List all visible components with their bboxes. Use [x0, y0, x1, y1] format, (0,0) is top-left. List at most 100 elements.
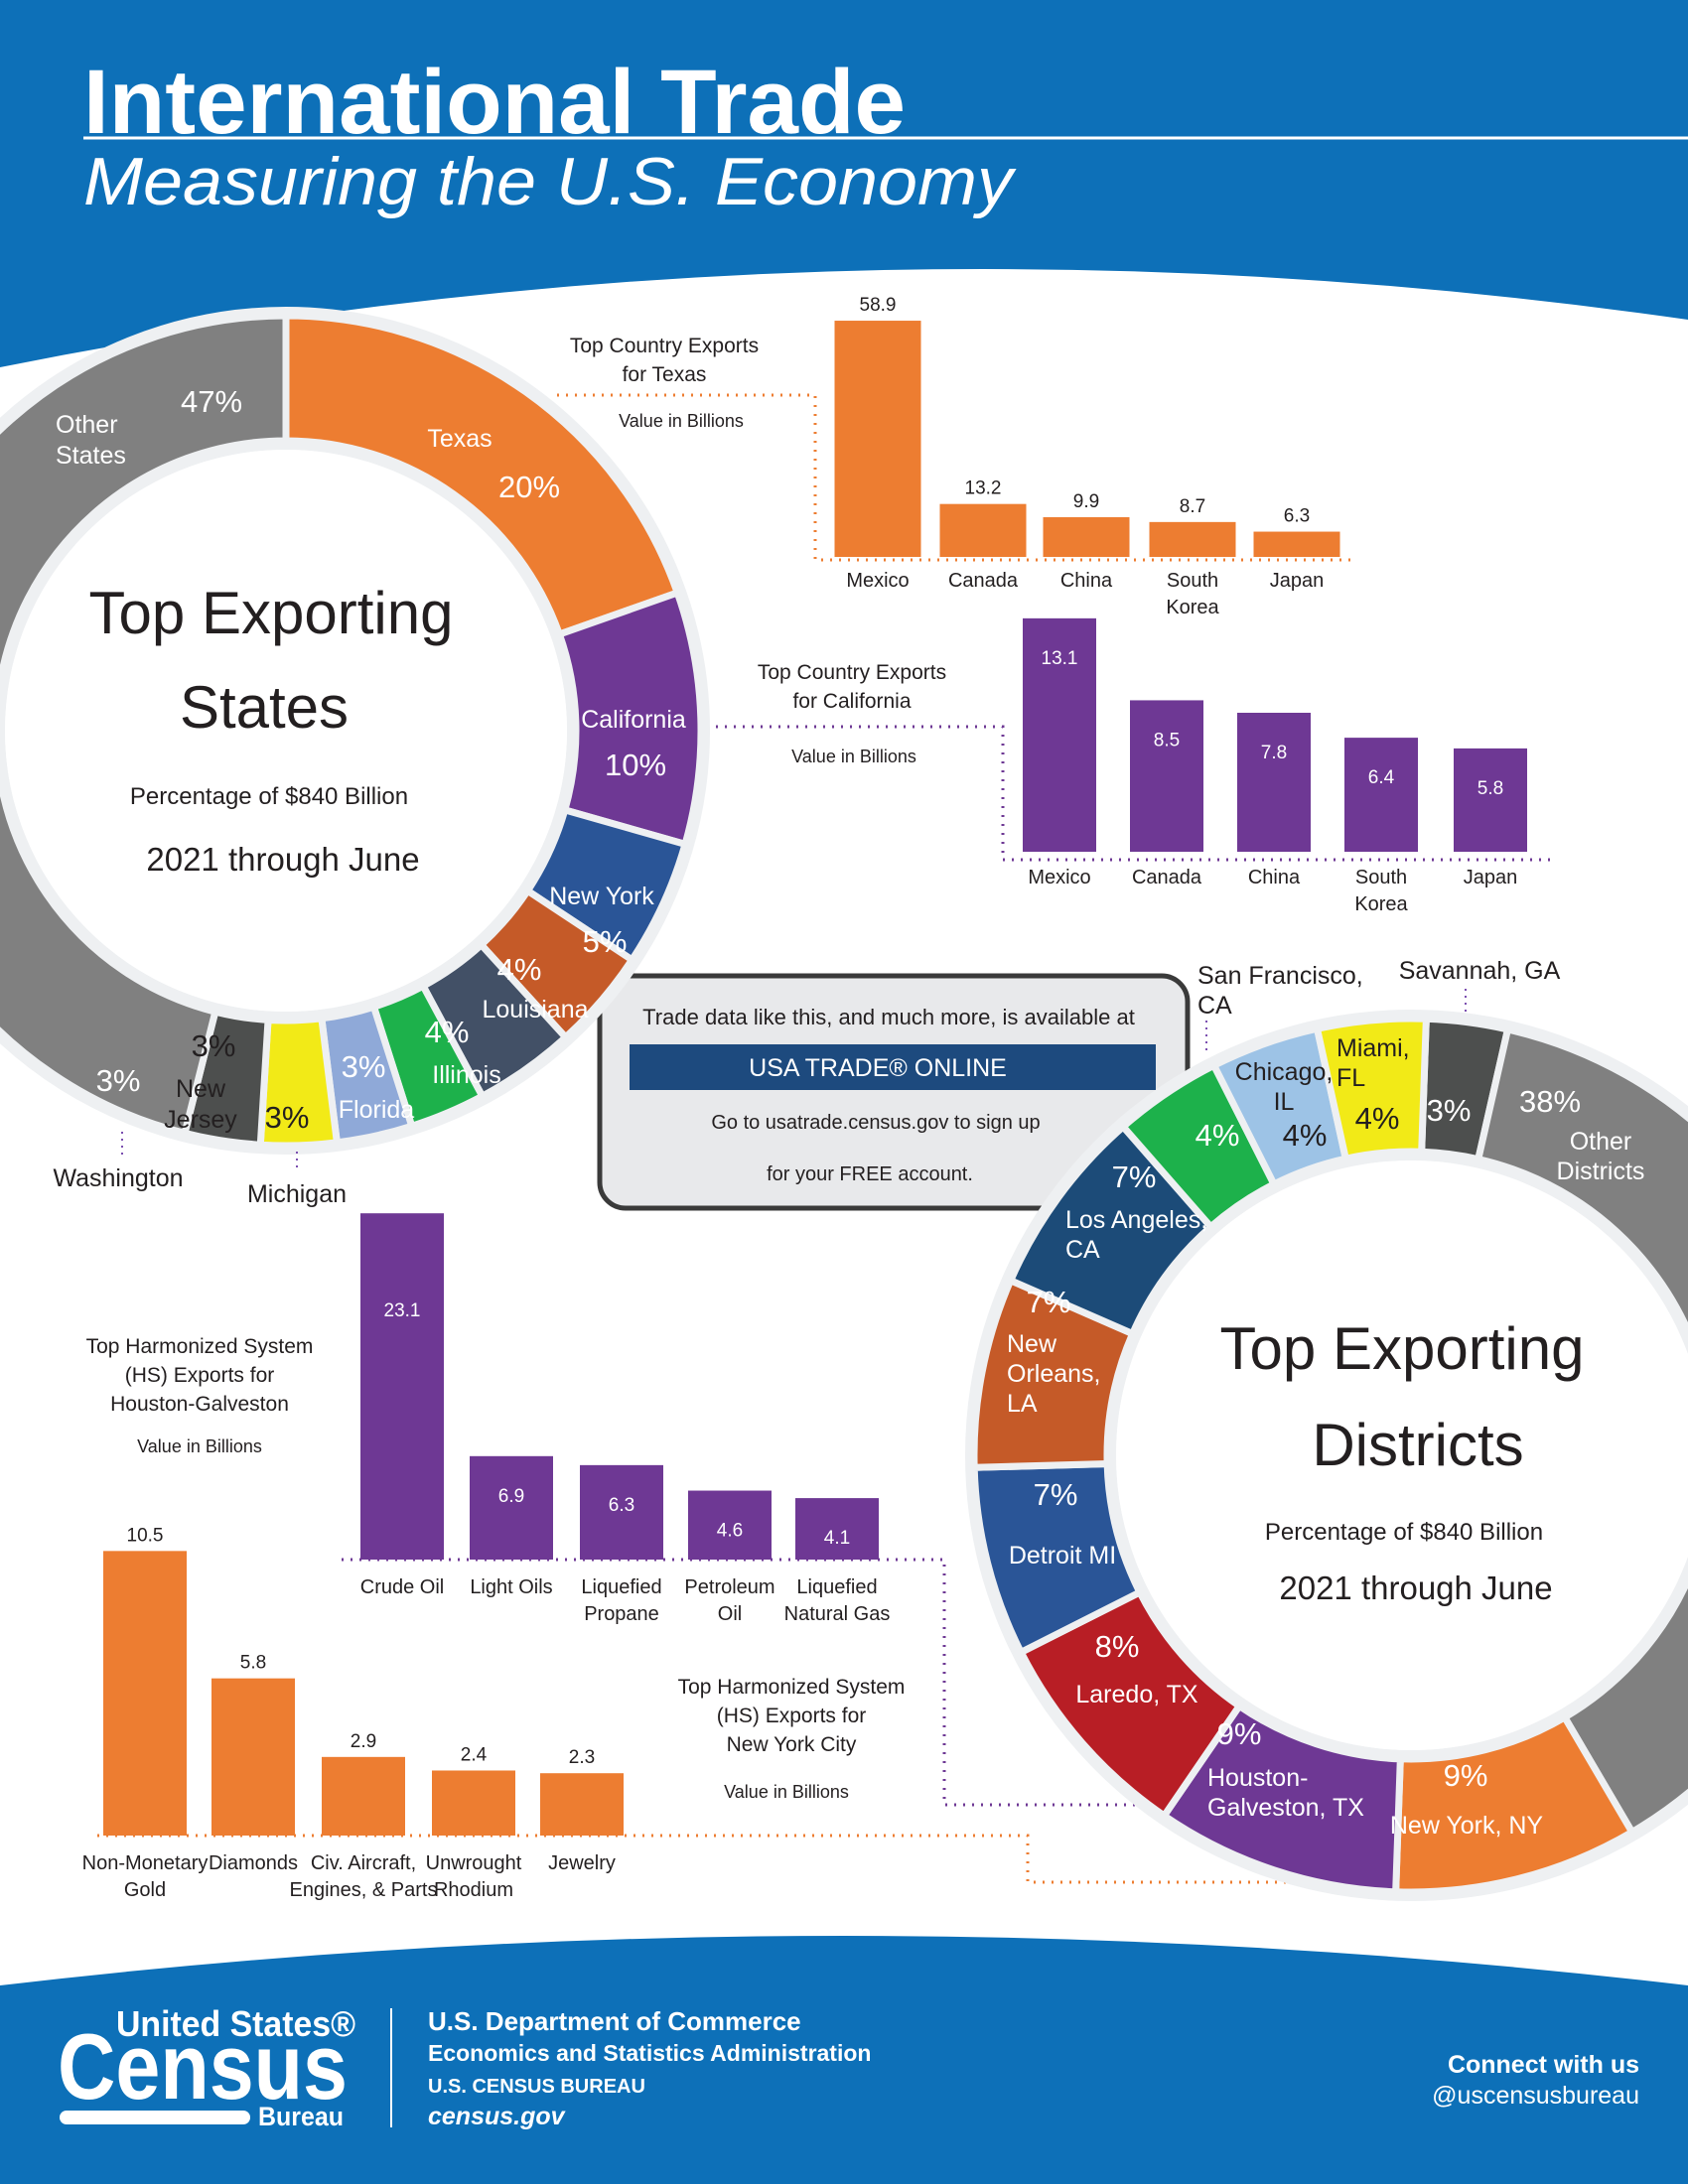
slice-percent-label: 4% — [1196, 1118, 1240, 1153]
slice-name-label-line: Louisiana — [482, 996, 588, 1024]
donut-title: Top Exporting — [89, 580, 454, 646]
slice-name-label: Laredo, TX — [1075, 1681, 1198, 1708]
slice-name-label-line: Washington — [53, 1164, 183, 1192]
slice-percent-label-line: 38% — [1519, 1084, 1581, 1119]
slice-percent-label: 3% — [1427, 1093, 1472, 1128]
donut-title-line: States — [180, 674, 349, 741]
slice-name-label-line: CA — [1065, 1236, 1100, 1264]
donut-slice — [282, 312, 682, 639]
slice-name-label-line: States — [56, 442, 126, 470]
donut-title: States — [180, 674, 349, 741]
slice-name-label: Michigan — [247, 1180, 347, 1208]
bar — [432, 1770, 515, 1836]
bar — [580, 1464, 663, 1560]
logo-united-states: United States® — [116, 2003, 355, 2044]
bar — [834, 321, 921, 557]
slice-name-label: Other States — [56, 411, 126, 470]
slice-name-label-line: New — [176, 1075, 226, 1103]
slice-name-label: New York, NY — [1390, 1812, 1544, 1840]
slice-name-label-line: California — [581, 706, 686, 734]
bar-chart: Top Country Exports for California Value i… — [707, 617, 1553, 915]
slice-percent-label: 4% — [1283, 1118, 1328, 1153]
slice-name-label: California — [581, 706, 686, 734]
bar-chart-unit-label: Value in Billions — [724, 1782, 849, 1802]
bar-value-label-line: 8.7 — [1180, 495, 1205, 516]
donut-slice — [1313, 1015, 1430, 1163]
bar-category-label: Liquefied Natural Gas — [784, 1576, 891, 1625]
slice-name-label-line: New York, NY — [1390, 1812, 1544, 1840]
bar-chart-title: Top Harmonized System (HS) Exports for New… — [678, 1676, 906, 1756]
bar-category-label: South Korea — [1354, 867, 1408, 915]
bar-value-label: 4.6 — [717, 1520, 743, 1541]
slice-name-label-line: Orleans, — [1007, 1360, 1100, 1388]
donut-subtitle: Percentage of $840 Billion — [130, 783, 408, 810]
slice-name-label-line: Houston- — [1207, 1764, 1308, 1792]
slice-name-label: Miami, FL — [1336, 1034, 1410, 1092]
census-gov-link[interactable]: census.gov — [428, 2103, 567, 2130]
slice-percent-label: 3% — [192, 1028, 236, 1063]
bar-chart-unit-label-line: Value in Billions — [619, 411, 744, 431]
bar-value-label-line: 10.5 — [127, 1525, 164, 1546]
slice-percent-label: 3% — [342, 1049, 386, 1084]
page-title: International Trade — [83, 52, 906, 153]
esa-text: Economics and Statistics Administration — [428, 2040, 871, 2066]
bar-value-label: 6.3 — [1284, 505, 1310, 526]
slice-percent-label: 4% — [497, 952, 542, 987]
slice-percent-label-line: 20% — [498, 470, 560, 504]
bar-value-label-line: 23.1 — [384, 1300, 421, 1321]
bar-category-label-line: Japan — [1270, 570, 1325, 592]
bar — [103, 1551, 187, 1836]
bar-category-label: Liquefied Propane — [581, 1576, 661, 1625]
bar — [211, 1678, 295, 1836]
slice-name-label: Florida — [339, 1096, 415, 1124]
slice-name-label: Illinois — [432, 1061, 500, 1089]
donut-slice — [1474, 1024, 1688, 1838]
slice-name-label-line: Detroit MI — [1009, 1542, 1116, 1570]
bar-value-label-line: 4.6 — [717, 1520, 743, 1541]
slice-name-label-line: FL — [1336, 1064, 1365, 1092]
bar-category-label-line: Jewelry — [548, 1852, 616, 1874]
slice-percent-label-line: 8% — [1095, 1629, 1140, 1664]
bar-value-label: 58.9 — [860, 295, 897, 316]
bar-category-label-line: Civ. Aircraft, — [311, 1852, 416, 1874]
census-logo[interactable]: United States® Census Bureau — [58, 2003, 355, 2131]
slice-name-label-line: Galveston, TX — [1207, 1794, 1364, 1822]
slice-name-label: New Orleans, LA — [1007, 1330, 1100, 1418]
usa-trade-online-label[interactable]: USA TRADE® ONLINE — [749, 1054, 1007, 1082]
logo-bureau: Bureau — [258, 2102, 344, 2131]
bar — [1454, 748, 1527, 852]
bar-category-label: Unwrought Rhodium — [426, 1852, 522, 1901]
bar-category-label-line: Crude Oil — [360, 1576, 444, 1598]
bar-value-label: 6.9 — [498, 1485, 524, 1506]
slice-percent-label: 9% — [1217, 1716, 1262, 1751]
bar — [1023, 617, 1096, 852]
bar-chart: Top Harmonized System (HS) Exports for Hou… — [86, 1213, 1142, 1807]
bar — [939, 503, 1027, 557]
bar — [470, 1455, 553, 1560]
slice-percent-label-line: 4% — [425, 1015, 470, 1049]
slice-name-label: Washington — [53, 1164, 183, 1192]
usa-trade-online-button[interactable] — [630, 1044, 1156, 1090]
slice-percent-label: 3% — [96, 1063, 141, 1098]
bar-value-label: 4.1 — [824, 1528, 850, 1549]
slice-percent-label-line: 4% — [1283, 1118, 1328, 1153]
bar-value-label: 2.3 — [569, 1747, 595, 1768]
slice-name-label-line: Chicago, — [1235, 1058, 1334, 1086]
donut-period: 2021 through June — [1279, 1570, 1552, 1606]
slice-name-label-line: Savannah, GA — [1399, 957, 1561, 985]
slice-name-label: Houston-Galveston, TX — [1207, 1764, 1364, 1822]
slice-percent-label-line: 3% — [96, 1063, 141, 1098]
bar-category-label: Canada — [1132, 867, 1202, 888]
slice-percent-label-line: 7% — [1112, 1160, 1157, 1194]
bar-chart-title-line: (HS) Exports for — [717, 1705, 867, 1727]
donut-chart: 20%Texas 10% California 5% New York 4% Louisia… — [0, 307, 710, 1208]
social-handle-link[interactable]: @uscensusbureau — [1432, 2082, 1639, 2110]
slice-name-label-line: Laredo, TX — [1075, 1681, 1198, 1708]
donut-charts: 20%Texas 10% California 5% New York 4% Louisia… — [0, 307, 1688, 1901]
bar-value-label: 8.7 — [1180, 495, 1205, 516]
slice-name-label-line: Illinois — [432, 1061, 500, 1089]
slice-name-label: New York — [549, 883, 654, 910]
free-account-text: for your FREE account. — [767, 1163, 973, 1185]
donut-period: 2021 through June — [146, 841, 419, 878]
